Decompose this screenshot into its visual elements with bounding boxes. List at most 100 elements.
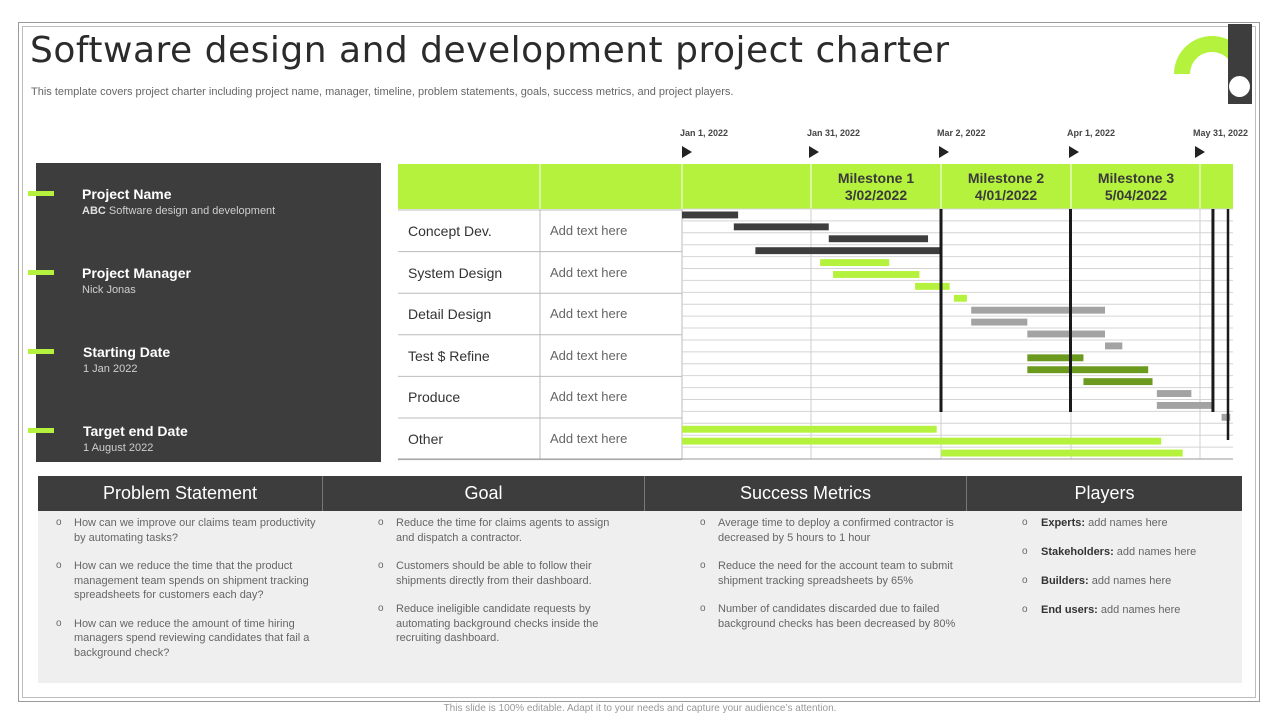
phase-name: Produce <box>408 389 461 406</box>
goal-item: Reduce the time for claims agents to ass… <box>360 516 630 545</box>
task-bar <box>682 437 1162 445</box>
gantt-chart <box>398 146 1233 461</box>
slide-inner-frame <box>22 26 1256 698</box>
milestone-label: Milestone 3 5/04/2022 <box>1072 170 1200 204</box>
player-item: Stakeholders: add names here <box>967 545 1242 559</box>
timeline-date: May 31, 2022 <box>1193 128 1249 138</box>
project-name-label: Project Name <box>82 186 172 202</box>
page-title: Software design and development project … <box>30 30 950 71</box>
page-subtitle: This template covers project charter inc… <box>31 86 734 98</box>
success-metric-item: Number of candidates discarded due to fa… <box>682 602 967 631</box>
phase-name: Test $ Refine <box>408 347 490 364</box>
phase-text[interactable]: Add text here <box>550 347 628 363</box>
phase-name: Detail Design <box>408 306 492 323</box>
timeline-date: Jan 31, 2022 <box>807 128 861 138</box>
charter-details: Problem Statement Goal Success Metrics P… <box>38 476 1242 683</box>
task-bar <box>971 318 1028 326</box>
project-name-text: Software design and development <box>105 205 276 217</box>
decorative-dot <box>1229 76 1250 97</box>
task-bar <box>953 294 967 302</box>
task-bar <box>820 259 890 267</box>
phase-text[interactable]: Add text here <box>550 306 628 322</box>
date-marker-icon <box>682 146 692 158</box>
player-names: add names here <box>1088 575 1172 587</box>
players-list: Experts: add names hereStakeholders: add… <box>967 516 1242 632</box>
milestone-label: Milestone 2 4/01/2022 <box>942 170 1070 204</box>
milestone-date: 5/04/2022 <box>1104 187 1168 203</box>
target-end-date-value: 1 August 2022 <box>83 442 154 454</box>
phase-name: Concept Dev. <box>408 223 492 239</box>
player-role: Experts: <box>1041 517 1086 529</box>
task-bar <box>682 425 937 433</box>
project-name-prefix: ABC <box>82 205 106 217</box>
project-name-value: ABC Software design and development <box>82 205 275 217</box>
task-bar <box>755 247 941 255</box>
task-bar <box>828 235 929 243</box>
task-bar <box>1027 354 1084 362</box>
task-bar <box>833 271 920 278</box>
milestone-date: 3/02/2022 <box>844 187 908 203</box>
milestone-name: Milestone 3 <box>1097 170 1175 186</box>
player-names: add names here <box>1085 517 1168 529</box>
goal-item: Reduce ineligible candidate requests by … <box>360 602 630 646</box>
date-marker-icon <box>939 146 949 158</box>
starting-date-label: Starting Date <box>83 344 171 360</box>
phase-text[interactable]: Add text here <box>550 389 628 405</box>
starting-date-value: 1 Jan 2022 <box>83 363 138 375</box>
task-bar <box>915 282 950 290</box>
date-marker-icon <box>1195 146 1205 158</box>
milestone-date: 4/01/2022 <box>974 187 1038 203</box>
bullet-marker <box>28 270 54 275</box>
phase-text[interactable]: Add text here <box>550 431 628 446</box>
problem-statement-list: How can we improve our claims team produ… <box>38 516 323 674</box>
phase-name: Other <box>408 431 444 447</box>
task-bar <box>733 223 829 231</box>
player-role: Stakeholders: <box>1041 546 1114 558</box>
player-role: Builders: <box>1041 575 1089 587</box>
problem-statement-item: How can we reduce the amount of time hir… <box>38 617 323 661</box>
project-manager-label: Project Manager <box>82 265 191 281</box>
phase-text[interactable]: Add text here <box>550 223 628 238</box>
footer-note: This slide is 100% editable. Adapt it to… <box>443 703 837 714</box>
player-item: End users: add names here <box>967 603 1242 617</box>
player-item: Experts: add names here <box>967 516 1242 530</box>
task-bar <box>1221 413 1231 421</box>
player-names: add names here <box>1097 604 1181 616</box>
task-bar <box>1105 342 1123 350</box>
problem-statement-heading: Problem Statement <box>38 476 323 511</box>
timeline-date: Apr 1, 2022 <box>1067 128 1116 138</box>
header-band <box>398 164 1233 209</box>
task-bar <box>682 211 739 219</box>
success-metric-item: Reduce the need for the account team to … <box>682 559 967 588</box>
date-marker-icon <box>809 146 819 158</box>
task-bar <box>1156 401 1213 409</box>
task-bar <box>1027 366 1149 374</box>
goal-list: Reduce the time for claims agents to ass… <box>360 516 630 660</box>
player-item: Builders: add names here <box>967 574 1242 588</box>
goal-item: Customers should be able to follow their… <box>360 559 630 588</box>
milestone-label: Milestone 1 3/02/2022 <box>812 170 940 204</box>
target-end-date-label: Target end Date <box>83 423 188 439</box>
task-bar <box>941 449 1183 457</box>
task-bar <box>1083 378 1153 386</box>
bullet-marker <box>28 428 54 433</box>
bullet-marker <box>28 191 54 196</box>
success-metrics-list: Average time to deploy a confirmed contr… <box>682 516 967 645</box>
phase-name: System Design <box>408 264 503 281</box>
date-marker-icon <box>1069 146 1079 158</box>
success-metric-item: Average time to deploy a confirmed contr… <box>682 516 967 545</box>
problem-statement-item: How can we reduce the time that the prod… <box>38 559 323 603</box>
players-heading: Players <box>967 476 1242 511</box>
milestone-name: Milestone 2 <box>967 170 1045 186</box>
milestone-name: Milestone 1 <box>837 170 915 186</box>
timeline-date: Mar 2, 2022 <box>937 128 986 138</box>
goal-heading: Goal <box>323 476 645 511</box>
player-role: End users: <box>1041 604 1098 616</box>
task-bar <box>1027 330 1106 338</box>
slide-outer-frame <box>18 22 1260 702</box>
task-bar <box>1156 390 1192 397</box>
success-metrics-heading: Success Metrics <box>645 476 967 511</box>
player-names: add names here <box>1113 546 1197 558</box>
project-info-panel: Project Name ABC Software design and dev… <box>28 163 381 462</box>
phase-text[interactable]: Add text here <box>550 264 628 280</box>
